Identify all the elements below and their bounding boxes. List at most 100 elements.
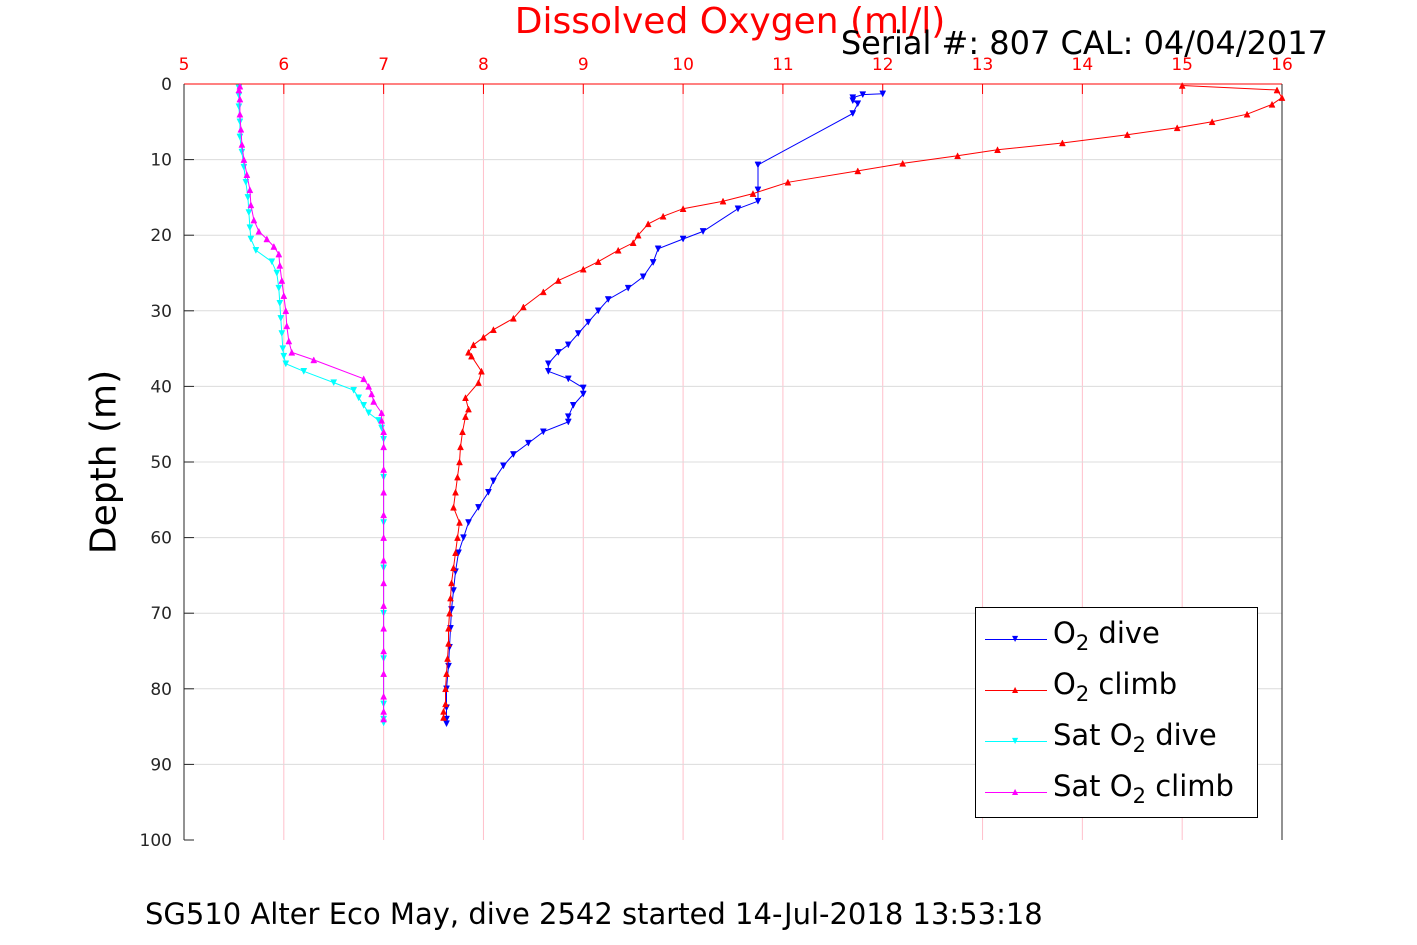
data-point bbox=[244, 194, 252, 201]
data-point bbox=[378, 416, 386, 424]
data-point bbox=[480, 333, 487, 341]
data-point bbox=[275, 250, 283, 258]
x-tick-label: 9 bbox=[578, 55, 589, 75]
data-point bbox=[475, 379, 482, 386]
legend-marker: ▼ bbox=[1012, 634, 1019, 643]
data-point bbox=[784, 178, 792, 186]
data-point bbox=[639, 273, 647, 281]
data-point bbox=[654, 245, 662, 253]
data-point bbox=[263, 235, 271, 243]
data-point bbox=[443, 670, 450, 677]
data-point bbox=[237, 125, 245, 133]
data-point bbox=[250, 216, 258, 224]
data-point bbox=[579, 265, 587, 273]
data-point bbox=[450, 587, 457, 595]
data-point bbox=[378, 409, 386, 417]
data-point bbox=[350, 386, 358, 394]
y-tick-label: 10 bbox=[150, 151, 172, 171]
data-point bbox=[452, 549, 459, 556]
series-sat-o2-climb bbox=[235, 82, 388, 723]
data-point bbox=[460, 534, 467, 542]
data-point bbox=[276, 299, 284, 307]
y-axis-label: Depth (m) bbox=[83, 369, 125, 555]
data-point bbox=[380, 534, 388, 541]
data-point bbox=[634, 231, 642, 239]
data-point bbox=[468, 352, 475, 360]
data-point bbox=[360, 375, 368, 383]
y-tick-label: 50 bbox=[150, 453, 172, 473]
data-point bbox=[478, 367, 485, 375]
x-tick-label: 6 bbox=[278, 55, 289, 75]
series-o2-dive bbox=[443, 90, 887, 728]
data-point bbox=[1058, 139, 1066, 147]
data-point bbox=[465, 348, 472, 356]
data-point bbox=[1123, 131, 1131, 138]
data-point bbox=[245, 209, 253, 217]
data-point bbox=[446, 609, 453, 617]
x-tick-label: 5 bbox=[179, 55, 190, 75]
series-layer bbox=[235, 81, 1286, 728]
data-point bbox=[509, 451, 517, 458]
data-point bbox=[679, 205, 687, 212]
data-point bbox=[368, 390, 376, 398]
data-point bbox=[247, 235, 255, 243]
data-point bbox=[236, 95, 244, 103]
data-point bbox=[450, 503, 457, 511]
data-point bbox=[370, 397, 378, 405]
data-point bbox=[365, 409, 373, 417]
legend-item: ▲ O2 climb bbox=[976, 663, 1259, 706]
data-point bbox=[448, 579, 455, 587]
data-point bbox=[854, 100, 862, 108]
data-point bbox=[1178, 81, 1186, 89]
data-point bbox=[749, 190, 757, 197]
x-tick-label: 15 bbox=[1171, 55, 1193, 75]
data-point bbox=[442, 685, 449, 693]
data-point bbox=[475, 504, 482, 511]
data-point bbox=[444, 655, 451, 662]
y-tick-label: 0 bbox=[161, 75, 172, 95]
data-point bbox=[649, 259, 657, 266]
data-point bbox=[445, 639, 452, 647]
data-point bbox=[849, 110, 857, 118]
data-point bbox=[604, 296, 612, 304]
data-point bbox=[276, 261, 284, 269]
data-point bbox=[255, 227, 263, 235]
data-point bbox=[899, 159, 907, 167]
y-tick-label: 70 bbox=[150, 604, 172, 624]
data-point bbox=[1278, 94, 1286, 101]
legend-line bbox=[985, 639, 1047, 640]
data-point bbox=[594, 307, 602, 315]
data-point bbox=[310, 356, 318, 364]
data-point bbox=[268, 258, 276, 266]
data-point bbox=[243, 171, 251, 178]
data-point bbox=[380, 488, 388, 496]
data-point bbox=[539, 288, 547, 296]
data-point bbox=[447, 594, 454, 602]
data-point bbox=[454, 534, 461, 541]
legend-label: O2 climb bbox=[1053, 667, 1178, 706]
legend-item: ▲ Sat O2 climb bbox=[976, 765, 1259, 807]
x-tick-label: 16 bbox=[1271, 55, 1293, 75]
data-point bbox=[273, 269, 281, 277]
y-tick-label: 90 bbox=[150, 755, 172, 775]
legend-marker: ▼ bbox=[1012, 736, 1019, 745]
data-point bbox=[594, 258, 602, 265]
data-point bbox=[1208, 118, 1216, 126]
x-tick-label: 8 bbox=[478, 55, 489, 75]
legend-marker: ▲ bbox=[1012, 685, 1019, 694]
data-point bbox=[440, 713, 447, 721]
data-point bbox=[544, 368, 552, 375]
data-point bbox=[754, 186, 762, 194]
data-point bbox=[450, 564, 457, 572]
x-tick-label: 14 bbox=[1072, 55, 1094, 75]
y-tick-label: 100 bbox=[140, 831, 172, 851]
data-point bbox=[454, 473, 461, 481]
axes: 5 6 7 8 9 10 11 12 13 14 15 16 0 10 20 30 40 50 60 70 80 90 10… bbox=[140, 55, 1293, 851]
data-point bbox=[235, 86, 243, 94]
data-point bbox=[614, 246, 622, 254]
data-point bbox=[440, 707, 447, 715]
data-point bbox=[275, 284, 283, 292]
data-point bbox=[459, 428, 466, 436]
data-point bbox=[242, 179, 250, 186]
